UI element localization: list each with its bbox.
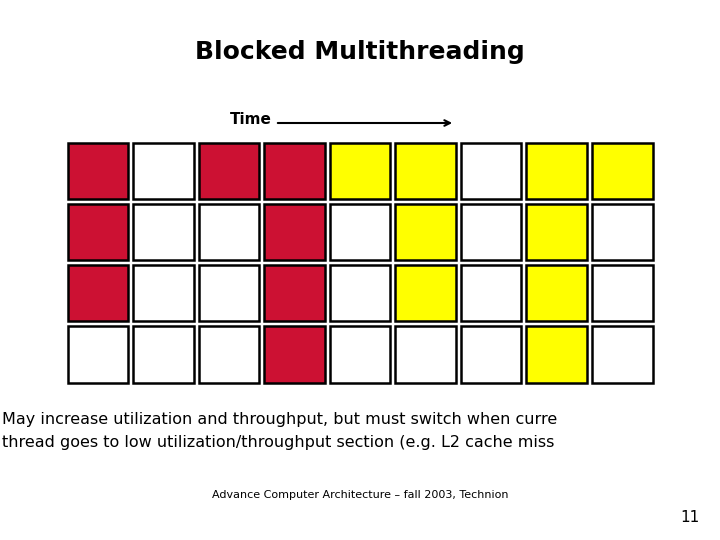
Bar	[395, 326, 456, 382]
Bar	[133, 326, 194, 382]
Bar	[199, 265, 259, 321]
Bar	[461, 265, 521, 321]
Text: thread goes to low utilization/throughput section (e.g. L2 cache miss: thread goes to low utilization/throughpu…	[2, 435, 554, 450]
Bar	[68, 204, 128, 260]
Bar	[526, 326, 587, 382]
Bar	[592, 143, 652, 199]
Bar	[199, 326, 259, 382]
Bar	[264, 204, 325, 260]
Bar	[68, 326, 128, 382]
Bar	[330, 204, 390, 260]
Bar	[133, 143, 194, 199]
Bar	[330, 143, 390, 199]
Bar	[330, 326, 390, 382]
Bar	[461, 326, 521, 382]
Text: May increase utilization and throughput, but must switch when curre: May increase utilization and throughput,…	[2, 412, 557, 427]
Bar	[592, 326, 652, 382]
Bar	[592, 204, 652, 260]
Bar	[264, 143, 325, 199]
Bar	[526, 143, 587, 199]
Bar	[395, 204, 456, 260]
Text: Time: Time	[230, 112, 272, 127]
Bar	[68, 265, 128, 321]
Bar	[133, 204, 194, 260]
Text: Advance Computer Architecture – fall 2003, Technion: Advance Computer Architecture – fall 200…	[212, 490, 508, 500]
Bar	[395, 265, 456, 321]
Bar	[526, 265, 587, 321]
Bar	[68, 143, 128, 199]
Bar	[264, 326, 325, 382]
Bar	[199, 204, 259, 260]
Bar	[330, 265, 390, 321]
Bar	[133, 265, 194, 321]
Bar	[526, 204, 587, 260]
Bar	[461, 143, 521, 199]
Text: 11: 11	[680, 510, 700, 525]
Bar	[592, 265, 652, 321]
Bar	[264, 265, 325, 321]
Bar	[461, 204, 521, 260]
Text: Blocked Multithreading: Blocked Multithreading	[195, 40, 525, 64]
Bar	[395, 143, 456, 199]
Bar	[199, 143, 259, 199]
